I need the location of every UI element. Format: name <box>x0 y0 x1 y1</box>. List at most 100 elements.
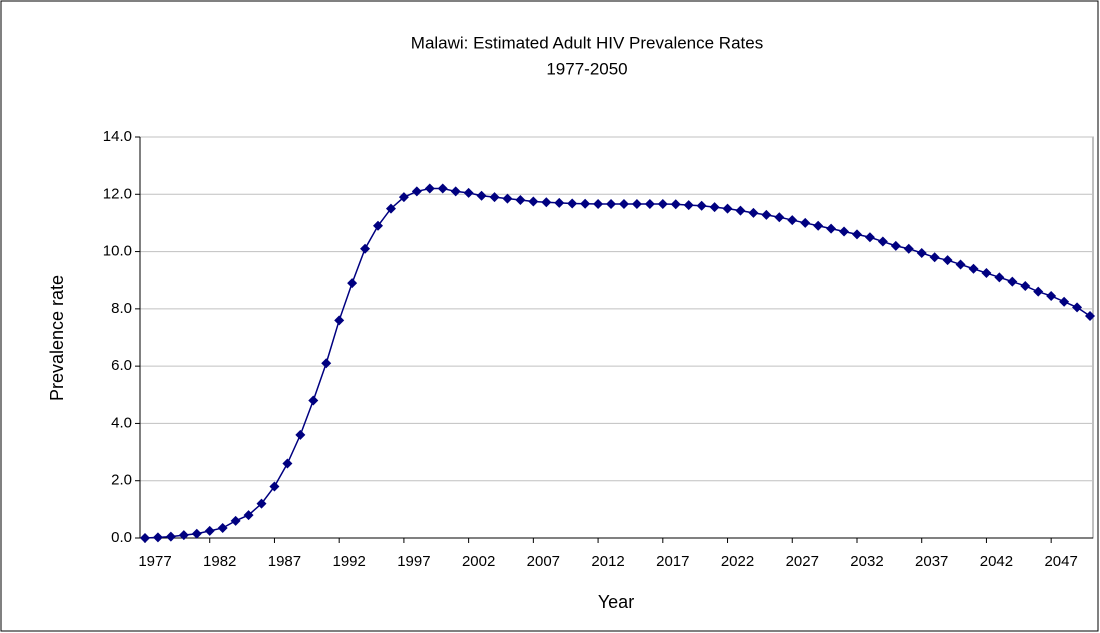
x-axis-label: Year <box>598 592 634 612</box>
x-tick-label: 2032 <box>850 553 883 570</box>
data-point <box>580 198 591 209</box>
x-tick-label: 2042 <box>980 553 1013 570</box>
x-tick-label: 1997 <box>397 553 430 570</box>
x-tick-label: 2022 <box>721 553 754 570</box>
data-point <box>282 458 293 469</box>
data-point <box>929 252 940 263</box>
y-tick-label: 6.0 <box>111 357 132 374</box>
data-point <box>217 522 228 533</box>
data-point <box>567 198 578 209</box>
data-point <box>334 315 345 326</box>
data-point <box>1046 290 1057 301</box>
data-point <box>851 229 862 240</box>
x-tick-label: 1977 <box>138 553 171 570</box>
data-point <box>140 533 150 543</box>
data-point <box>515 195 526 206</box>
data-point <box>243 510 254 521</box>
data-point <box>903 243 914 254</box>
data-point <box>748 207 759 218</box>
data-point <box>722 203 733 214</box>
data-point <box>942 255 953 266</box>
data-point <box>165 531 176 542</box>
chart-subtitle: 1977-2050 <box>546 59 627 78</box>
chart-title: Malawi: Estimated Adult HIV Prevalence R… <box>411 33 763 52</box>
data-point <box>152 532 163 543</box>
y-axis-label: Prevalence rate <box>47 275 67 401</box>
data-point <box>618 199 629 210</box>
data-point <box>502 193 513 204</box>
data-point <box>916 248 927 259</box>
data-point <box>230 515 241 526</box>
data-point <box>994 272 1005 283</box>
data-point <box>593 199 604 210</box>
data-point <box>644 199 655 210</box>
data-point <box>398 192 409 203</box>
y-tick-label: 4.0 <box>111 414 132 431</box>
data-point <box>839 226 850 237</box>
data-point <box>204 525 215 536</box>
data-point <box>813 220 824 231</box>
data-point <box>360 243 371 254</box>
data-point <box>1020 280 1031 291</box>
data-point <box>787 215 798 226</box>
data-point <box>670 199 681 210</box>
data-point <box>347 278 358 289</box>
data-point <box>541 197 552 208</box>
data-point <box>709 202 720 213</box>
data-point <box>373 220 384 231</box>
data-point <box>606 199 617 210</box>
data-point <box>256 498 267 509</box>
data-point <box>463 187 474 198</box>
x-tick-label: 1987 <box>268 553 301 570</box>
y-tick-label: 10.0 <box>103 243 132 260</box>
data-point <box>1007 276 1018 287</box>
data-point <box>528 196 539 207</box>
data-point <box>1085 311 1095 322</box>
data-point <box>968 263 979 274</box>
x-tick-label: 2002 <box>462 553 495 570</box>
data-point <box>1033 286 1044 297</box>
data-point <box>631 199 642 210</box>
data-point <box>657 199 668 210</box>
x-tick-label: 2047 <box>1044 553 1077 570</box>
data-point <box>800 217 811 228</box>
plot-area <box>139 136 1094 539</box>
x-tick-label: 2037 <box>915 553 948 570</box>
data-point <box>826 223 837 234</box>
data-point <box>269 481 280 492</box>
data-point <box>864 232 875 243</box>
data-point <box>774 212 785 223</box>
data-point <box>385 203 396 214</box>
data-point <box>890 240 901 251</box>
y-tick-label: 2.0 <box>111 472 132 489</box>
data-point <box>411 186 422 197</box>
y-tick-label: 0.0 <box>111 529 132 546</box>
data-point <box>683 200 694 211</box>
data-point <box>554 197 565 208</box>
data-point <box>295 429 306 440</box>
data-point <box>308 395 319 406</box>
data-point <box>761 209 772 220</box>
data-point <box>321 358 332 369</box>
data-point <box>1072 302 1083 313</box>
data-point <box>476 190 487 201</box>
data-point <box>178 530 189 541</box>
y-tick-label: 14.0 <box>103 128 132 145</box>
data-point <box>981 268 992 279</box>
data-point <box>877 236 888 247</box>
y-tick-label: 12.0 <box>103 185 132 202</box>
y-tick-label: 8.0 <box>111 300 132 317</box>
data-point <box>955 259 966 270</box>
data-point <box>424 183 435 194</box>
data-point <box>489 192 500 203</box>
data-point <box>696 200 707 211</box>
data-point <box>191 528 202 539</box>
data-point <box>735 205 746 216</box>
data-point <box>437 183 448 194</box>
x-tick-label: 1982 <box>203 553 236 570</box>
x-tick-label: 2027 <box>786 553 819 570</box>
data-point <box>450 186 461 197</box>
data-point <box>1059 296 1070 307</box>
x-tick-label: 2007 <box>527 553 560 570</box>
